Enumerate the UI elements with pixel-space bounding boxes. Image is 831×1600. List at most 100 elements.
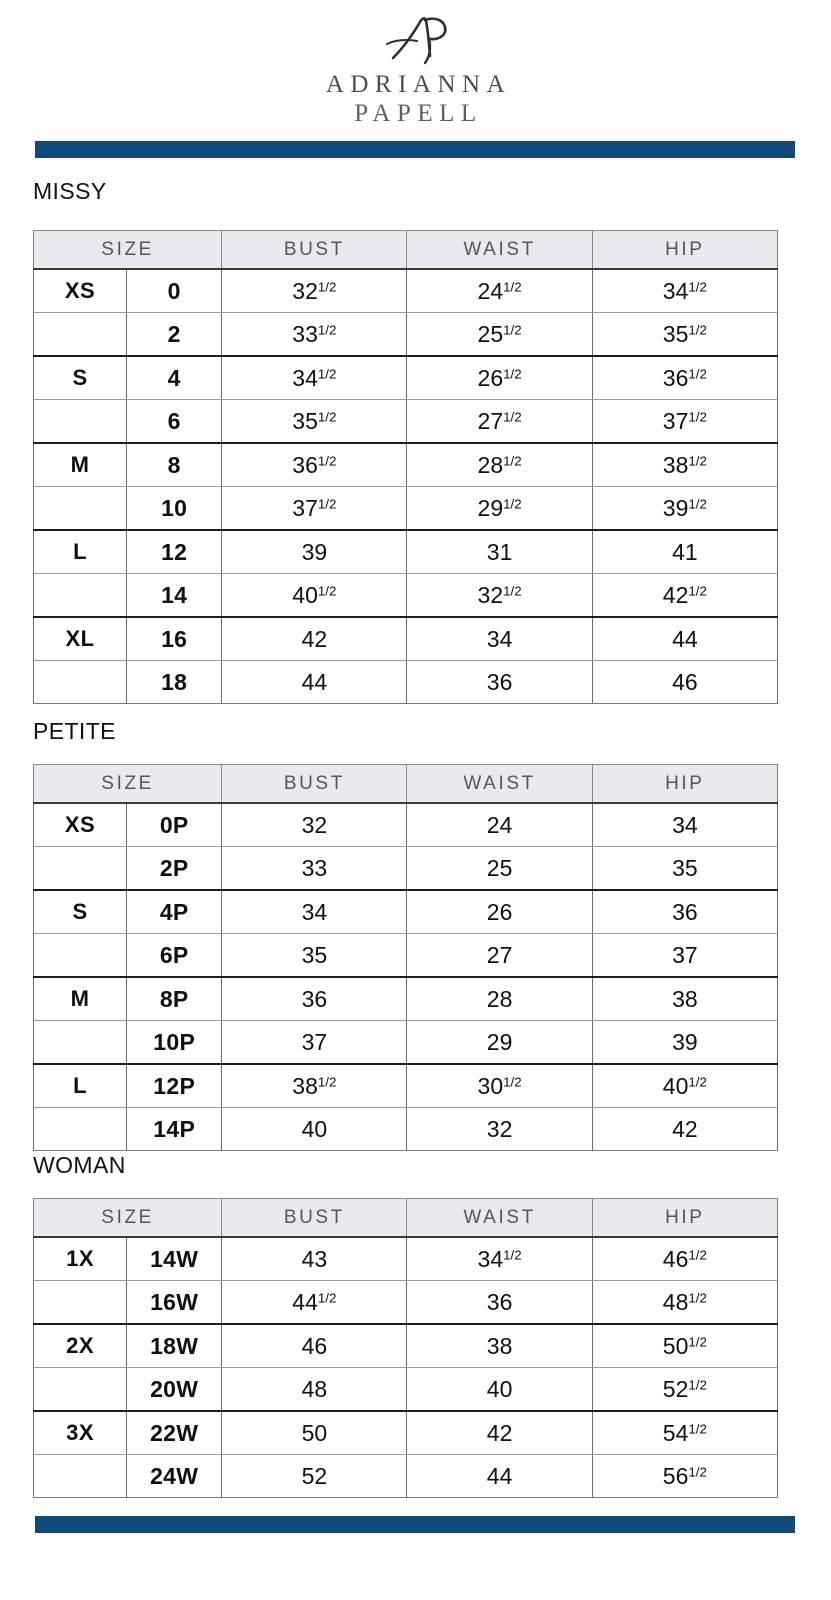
cell-letter-size: [32, 1454, 128, 1498]
cell-waist: 27: [406, 933, 593, 978]
fraction-half: 1/2: [503, 279, 522, 295]
cell-letter-size: [32, 486, 128, 531]
cell-letter-size: [32, 933, 128, 978]
table-row: S 4P 34 26 36: [32, 889, 779, 934]
cell-numeric-size: 16W: [126, 1280, 223, 1325]
cell-letter-size: M: [32, 976, 128, 1021]
cell-hip: 361/2: [591, 355, 779, 400]
cell-numeric-size: 8: [126, 442, 223, 487]
cell-hip: 46: [591, 660, 779, 704]
table-row: 14P 40 32 42: [32, 1107, 779, 1151]
cell-bust: 331/2: [221, 312, 408, 357]
cell-letter-size: [32, 312, 128, 357]
table-header-row: SIZE BUST WAIST HIP: [32, 764, 779, 804]
table-row: XS 0P 32 24 34: [32, 802, 779, 847]
cell-letter-size: M: [32, 442, 128, 487]
cell-waist: 38: [406, 1323, 593, 1368]
cell-numeric-size: 12P: [126, 1063, 223, 1108]
cell-hip: 351/2: [591, 312, 779, 357]
fraction-half: 1/2: [317, 322, 337, 338]
cell-numeric-size: 14: [126, 573, 223, 618]
cell-letter-size: [32, 1367, 128, 1412]
cell-waist: 40: [406, 1367, 593, 1412]
fraction-half: 1/2: [503, 453, 522, 469]
table-row: 20W 48 40 521/2: [32, 1367, 779, 1412]
section-title-petite: PETITE: [33, 718, 116, 744]
fraction-half: 1/2: [503, 1074, 522, 1090]
table-row: 2 331/2 251/2 351/2: [32, 312, 779, 357]
brand-name-line2: PAPELL: [354, 99, 483, 127]
table-row: L 12P 381/2 301/2 401/2: [32, 1063, 779, 1108]
cell-letter-size: XS: [32, 268, 128, 313]
fraction-half: 1/2: [503, 366, 522, 382]
cell-hip: 37: [591, 933, 779, 978]
table-body: XS 0 321/2 241/2 341/2 2 331/2 251/2 351/2 S 4 341/…: [32, 268, 779, 704]
fraction-half: 1/2: [688, 1247, 707, 1263]
cell-bust: 40: [221, 1107, 408, 1151]
cell-waist: 42: [406, 1410, 593, 1455]
table-row: 18 44 36 46: [32, 660, 779, 704]
fraction-half: 1/2: [688, 322, 707, 338]
table-row: M 8P 36 28 38: [32, 976, 779, 1021]
cell-bust: 33: [221, 846, 408, 891]
fraction-half: 1/2: [317, 1074, 337, 1090]
cell-bust: 381/2: [221, 1063, 408, 1108]
table-row: 10P 37 29 39: [32, 1020, 779, 1065]
cell-hip: 35: [591, 846, 779, 891]
fraction-half: 1/2: [317, 279, 337, 295]
fraction-half: 1/2: [317, 366, 337, 382]
cell-hip: 44: [591, 616, 779, 661]
table-header-row: SIZE BUST WAIST HIP: [32, 1198, 779, 1238]
cell-bust: 32: [221, 802, 408, 847]
cell-numeric-size: 22W: [126, 1410, 223, 1455]
cell-letter-size: [32, 399, 128, 444]
table-row: 24W 52 44 561/2: [32, 1454, 779, 1498]
cell-hip: 501/2: [591, 1323, 779, 1368]
section-title-missy: MISSY: [33, 178, 107, 204]
fraction-half: 1/2: [688, 366, 707, 382]
fraction-half: 1/2: [317, 583, 337, 599]
fraction-half: 1/2: [317, 453, 337, 469]
cell-numeric-size: 18: [126, 660, 223, 704]
cell-waist: 321/2: [406, 573, 593, 618]
cell-numeric-size: 2: [126, 312, 223, 357]
fraction-half: 1/2: [317, 496, 337, 512]
cell-numeric-size: 8P: [126, 976, 223, 1021]
column-header-size: SIZE: [32, 764, 223, 804]
cell-numeric-size: 6P: [126, 933, 223, 978]
table-row: 2X 18W 46 38 501/2: [32, 1323, 779, 1368]
cell-hip: 561/2: [591, 1454, 779, 1498]
fraction-half: 1/2: [688, 409, 707, 425]
column-header-size: SIZE: [32, 1198, 223, 1238]
cell-bust: 441/2: [221, 1280, 408, 1325]
fraction-half: 1/2: [503, 1247, 522, 1263]
cell-hip: 521/2: [591, 1367, 779, 1412]
cell-letter-size: [32, 1020, 128, 1065]
cell-hip: 36: [591, 889, 779, 934]
column-header-hip: HIP: [591, 764, 779, 804]
fraction-half: 1/2: [503, 583, 522, 599]
cell-hip: 481/2: [591, 1280, 779, 1325]
cell-hip: 401/2: [591, 1063, 779, 1108]
cell-bust: 52: [221, 1454, 408, 1498]
cell-letter-size: [32, 846, 128, 891]
cell-hip: 39: [591, 1020, 779, 1065]
cell-letter-size: XS: [32, 802, 128, 847]
cell-letter-size: [32, 573, 128, 618]
cell-waist: 34: [406, 616, 593, 661]
cell-letter-size: [32, 1280, 128, 1325]
cell-letter-size: L: [32, 1063, 128, 1108]
cell-letter-size: 2X: [32, 1323, 128, 1368]
cell-waist: 301/2: [406, 1063, 593, 1108]
table-row: 1X 14W 43 341/2 461/2: [32, 1236, 779, 1281]
top-navy-rule: [35, 141, 795, 158]
column-header-bust: BUST: [221, 230, 408, 270]
table-row: 14 401/2 321/2 421/2: [32, 573, 779, 618]
cell-waist: 26: [406, 889, 593, 934]
fraction-half: 1/2: [317, 1290, 337, 1306]
cell-numeric-size: 14P: [126, 1107, 223, 1151]
table-row: 6 351/2 271/2 371/2: [32, 399, 779, 444]
cell-bust: 37: [221, 1020, 408, 1065]
column-header-size: SIZE: [32, 230, 223, 270]
fraction-half: 1/2: [688, 1464, 707, 1480]
